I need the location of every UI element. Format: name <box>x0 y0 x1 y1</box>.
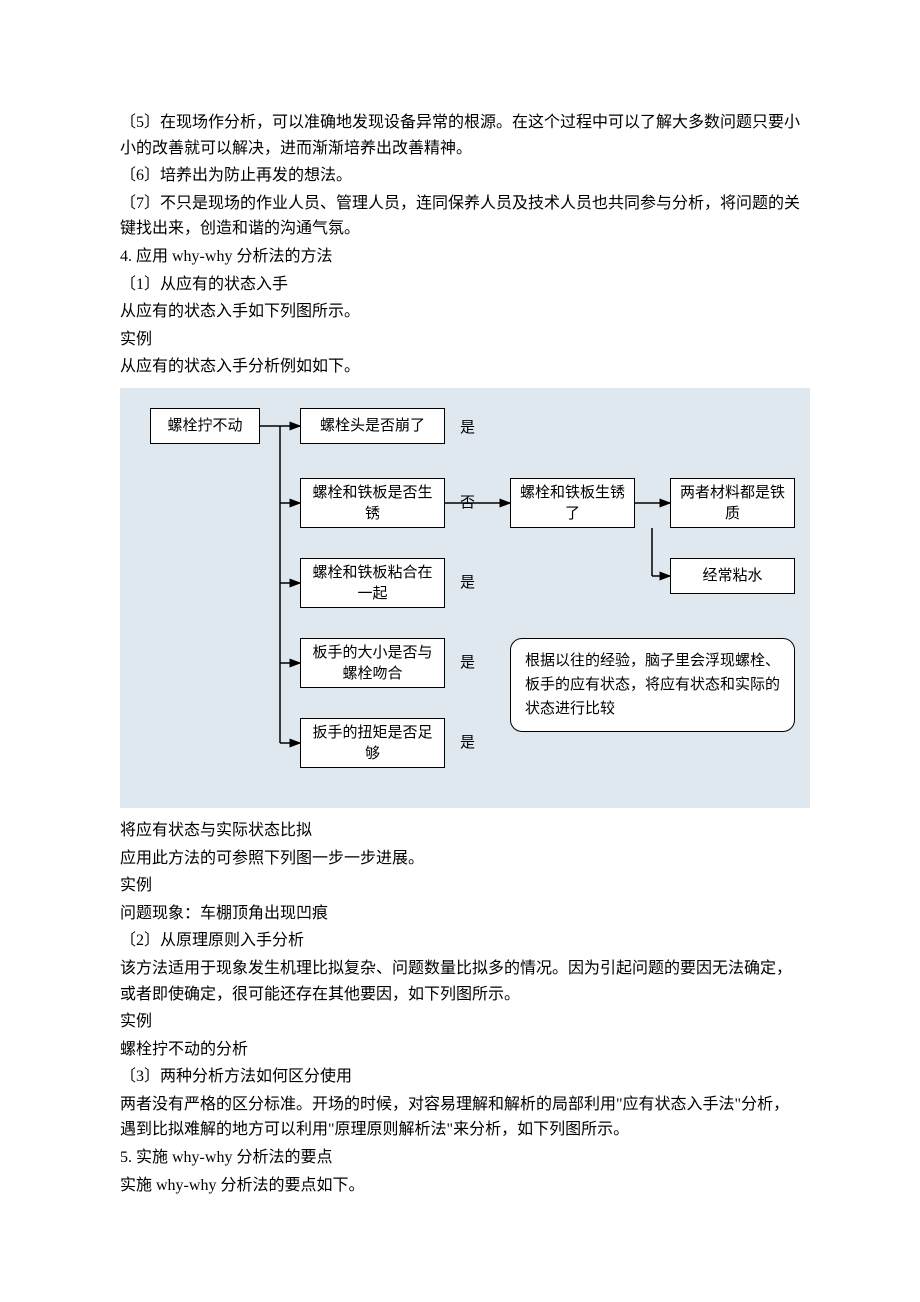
example-label-1: 实例 <box>120 327 800 353</box>
node-start: 螺栓拧不动 <box>150 408 260 444</box>
para-5b: 实施 why-why 分析法的要点如下。 <box>120 1173 800 1199</box>
edge-label-q2: 否 <box>460 491 475 515</box>
para-4-3: 〔3〕两种分析方法如何区分使用 <box>120 1064 800 1090</box>
example-intro-1: 从应有的状态入手分析例如如下。 <box>120 354 800 380</box>
para-4-1: 〔1〕从应有的状态入手 <box>120 272 800 298</box>
node-rust: 螺栓和铁板生锈了 <box>510 478 635 528</box>
para-6: 〔6〕培养出为防止再发的想法。 <box>120 163 800 189</box>
para-4-2: 〔2〕从原理原则入手分析 <box>120 928 800 954</box>
example-label-2: 实例 <box>120 873 800 899</box>
heading-5: 5. 实施 why-why 分析法的要点 <box>120 1145 800 1171</box>
para-5: 〔5〕在现场作分析，可以准确地发现设备异常的根源。在这个过程中可以了解大多数问题… <box>120 110 800 161</box>
edge-label-q4: 是 <box>460 651 475 675</box>
para-4-3b: 两者没有严格的区分标准。开场的时候，对容易理解和解析的局部利用"应有状态入手法"… <box>120 1092 800 1143</box>
edge-label-q5: 是 <box>460 731 475 755</box>
node-q2: 螺栓和铁板是否生锈 <box>300 478 445 528</box>
flowchart-diagram: 螺栓拧不动 螺栓头是否崩了 螺栓和铁板是否生锈 螺栓和铁板粘合在一起 板手的大小… <box>120 388 810 808</box>
edge-label-q3: 是 <box>460 571 475 595</box>
para-compare: 将应有状态与实际状态比拟 <box>120 818 800 844</box>
node-q5: 扳手的扭矩是否足够 <box>300 718 445 768</box>
para-4-2b: 该方法适用于现象发生机理比拟复杂、问题数量比拟多的情况。因为引起问题的要因无法确… <box>120 956 800 1007</box>
example-bolt: 螺栓拧不动的分析 <box>120 1037 800 1063</box>
edge-label-q1: 是 <box>460 416 475 440</box>
node-material: 两者材料都是铁质 <box>670 478 795 528</box>
para-stepwise: 应用此方法的可参照下列图一步一步进展。 <box>120 846 800 872</box>
heading-4: 4. 应用 why-why 分析法的方法 <box>120 244 800 270</box>
node-q3: 螺栓和铁板粘合在一起 <box>300 558 445 608</box>
note-bubble: 根据以往的经验，脑子里会浮现螺栓、板手的应有状态，将应有状态和实际的状态进行比较 <box>510 638 795 732</box>
node-water: 经常粘水 <box>670 558 795 594</box>
para-7: 〔7〕不只是现场的作业人员、管理人员，连同保养人员及技术人员也共同参与分析，将问… <box>120 191 800 242</box>
para-4-1b: 从应有的状态入手如下列图所示。 <box>120 299 800 325</box>
node-q1: 螺栓头是否崩了 <box>300 408 445 444</box>
example-problem: 问题现象：车棚顶角出现凹痕 <box>120 901 800 927</box>
node-q4: 板手的大小是否与螺栓吻合 <box>300 638 445 688</box>
example-label-3: 实例 <box>120 1009 800 1035</box>
